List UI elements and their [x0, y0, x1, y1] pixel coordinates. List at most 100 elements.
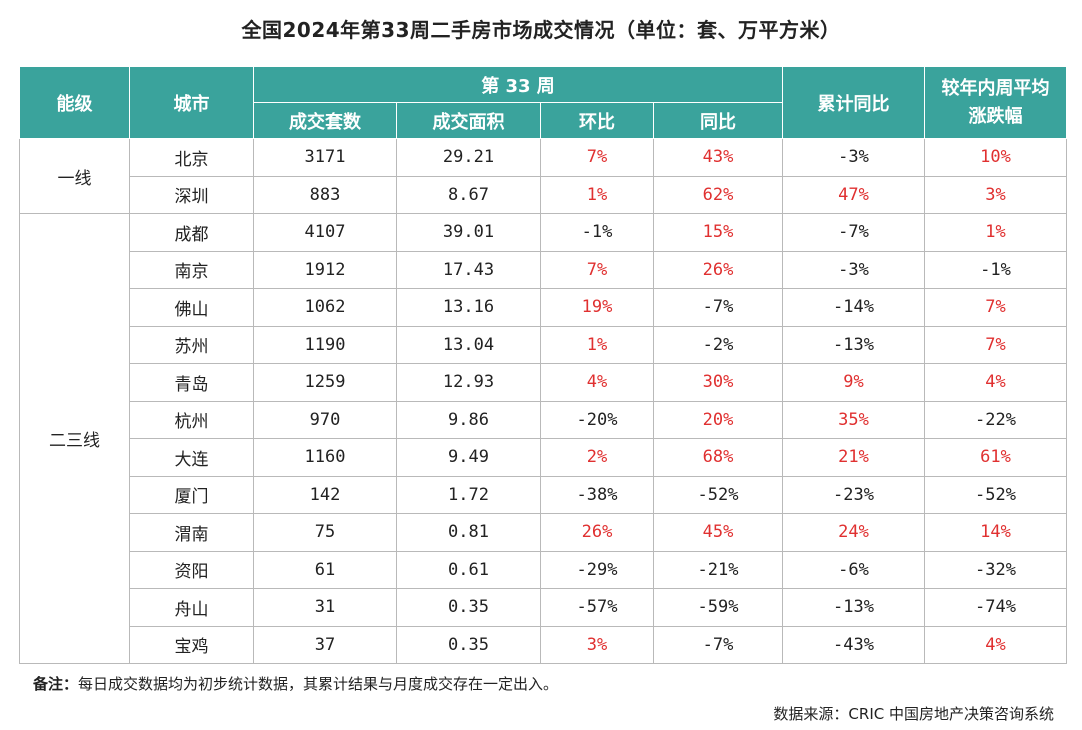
cum-cell: -23% — [782, 475, 926, 514]
table-row: 资阳 61 0.61 -29% -21% -6% -32% — [20, 550, 1068, 589]
yoy-cell: 30% — [652, 363, 784, 402]
units-cell: 970 — [253, 400, 397, 439]
cum-cell: 47% — [782, 175, 926, 214]
header-vs-average: 较年内周平均涨跌幅 — [924, 66, 1068, 139]
cum-cell: -13% — [782, 325, 926, 364]
table-row: 宝鸡 37 0.35 3% -7% -43% 4% — [20, 625, 1068, 664]
table-row: 大连 1160 9.49 2% 68% 21% 61% — [20, 438, 1068, 477]
mom-cell: 19% — [540, 288, 654, 327]
table-row: 苏州 1190 13.04 1% -2% -13% 7% — [20, 325, 1068, 364]
units-cell: 1160 — [253, 438, 397, 477]
units-cell: 3171 — [253, 138, 397, 177]
header-mom: 环比 — [540, 102, 654, 139]
header-week: 第 33 周 — [252, 66, 784, 103]
table-row: 一线 北京 3171 29.21 7% 43% -3% 10% — [19, 138, 1068, 214]
note-label: 备注： — [33, 675, 79, 693]
table-row: 渭南 75 0.81 26% 45% 24% 14% — [20, 513, 1068, 552]
cum-cell: 24% — [782, 513, 926, 552]
avg-cell: -74% — [924, 588, 1068, 627]
area-cell: 39.01 — [396, 213, 541, 252]
yoy-cell: 62% — [652, 175, 784, 214]
cum-cell: 21% — [782, 438, 926, 477]
city-cell: 南京 — [129, 250, 254, 289]
units-cell: 883 — [253, 175, 397, 214]
area-cell: 29.21 — [396, 138, 541, 177]
cum-cell: -7% — [782, 213, 926, 252]
header-units: 成交套数 — [253, 102, 397, 139]
units-cell: 31 — [253, 588, 397, 627]
yoy-cell: 43% — [652, 138, 784, 177]
mom-cell: 3% — [540, 625, 654, 664]
yoy-cell: -7% — [652, 625, 784, 664]
city-cell: 宝鸡 — [129, 625, 254, 664]
yoy-cell: -21% — [652, 550, 784, 589]
mom-cell: -20% — [540, 400, 654, 439]
table-row: 厦门 142 1.72 -38% -52% -23% -52% — [20, 475, 1068, 514]
header-city: 城市 — [129, 66, 254, 139]
area-cell: 8.67 — [396, 175, 541, 214]
city-cell: 资阳 — [129, 550, 254, 589]
area-cell: 0.35 — [396, 625, 541, 664]
area-cell: 13.04 — [396, 325, 541, 364]
cum-cell: -43% — [782, 625, 926, 664]
mom-cell: -38% — [540, 475, 654, 514]
units-cell: 4107 — [253, 213, 397, 252]
cum-cell: -6% — [782, 550, 926, 589]
header-tier: 能级 — [19, 66, 130, 139]
tier-label: 一线 — [19, 138, 130, 214]
cum-cell: 35% — [782, 400, 926, 439]
units-cell: 142 — [253, 475, 397, 514]
area-cell: 9.86 — [396, 400, 541, 439]
header-yoy: 同比 — [652, 102, 784, 139]
avg-cell: -1% — [924, 250, 1068, 289]
table-row: 杭州 970 9.86 -20% 20% 35% -22% — [20, 400, 1068, 439]
table-row: 深圳 883 8.67 1% 62% 47% 3% — [20, 175, 1068, 214]
avg-cell: -32% — [924, 550, 1068, 589]
yoy-cell: 68% — [652, 438, 784, 477]
city-cell: 渭南 — [129, 513, 254, 552]
cum-cell: 9% — [782, 363, 926, 402]
cum-cell: -3% — [782, 138, 926, 177]
units-cell: 1190 — [253, 325, 397, 364]
cum-cell: -14% — [782, 288, 926, 327]
area-cell: 13.16 — [396, 288, 541, 327]
yoy-cell: 26% — [652, 250, 784, 289]
avg-cell: -52% — [924, 475, 1068, 514]
table-row: 二三线 成都 4107 39.01 -1% 15% -7% 1% — [19, 213, 1068, 664]
yoy-cell: 20% — [652, 400, 784, 439]
table-row: 舟山 31 0.35 -57% -59% -13% -74% — [20, 588, 1068, 627]
city-cell: 青岛 — [129, 363, 254, 402]
data-source: 数据来源：CRIC 中国房地产决策咨询系统 — [773, 705, 1054, 723]
mom-cell: 26% — [540, 513, 654, 552]
area-cell: 17.43 — [396, 250, 541, 289]
avg-cell: -22% — [924, 400, 1068, 439]
mom-cell: 4% — [540, 363, 654, 402]
avg-cell: 61% — [924, 438, 1068, 477]
footnote: 备注：每日成交数据均为初步统计数据，其累计结果与月度成交存在一定出入。 — [33, 673, 558, 694]
units-cell: 37 — [253, 625, 397, 664]
city-cell: 北京 — [129, 138, 254, 177]
mom-cell: 1% — [540, 325, 654, 364]
avg-cell: 10% — [924, 138, 1068, 177]
cum-cell: -3% — [782, 250, 926, 289]
page-title: 全国2024年第33周二手房市场成交情况（单位：套、万平方米） — [241, 18, 841, 42]
mom-cell: -1% — [540, 213, 654, 252]
avg-cell: 14% — [924, 513, 1068, 552]
area-cell: 9.49 — [396, 438, 541, 477]
area-cell: 1.72 — [396, 475, 541, 514]
units-cell: 1259 — [253, 363, 397, 402]
note-text: 每日成交数据均为初步统计数据，其累计结果与月度成交存在一定出入。 — [78, 675, 559, 693]
avg-cell: 7% — [924, 325, 1068, 364]
units-cell: 1062 — [253, 288, 397, 327]
table-row: 青岛 1259 12.93 4% 30% 9% 4% — [20, 363, 1068, 402]
table-row: 佛山 1062 13.16 19% -7% -14% 7% — [20, 288, 1068, 327]
avg-cell: 4% — [924, 625, 1068, 664]
mom-cell: 7% — [540, 138, 654, 177]
area-cell: 0.61 — [396, 550, 541, 589]
mom-cell: 7% — [540, 250, 654, 289]
area-cell: 0.35 — [396, 588, 541, 627]
yoy-cell: -59% — [652, 588, 784, 627]
avg-cell: 1% — [924, 213, 1068, 252]
header-cumulative-yoy: 累计同比 — [782, 66, 926, 139]
yoy-cell: 15% — [652, 213, 784, 252]
